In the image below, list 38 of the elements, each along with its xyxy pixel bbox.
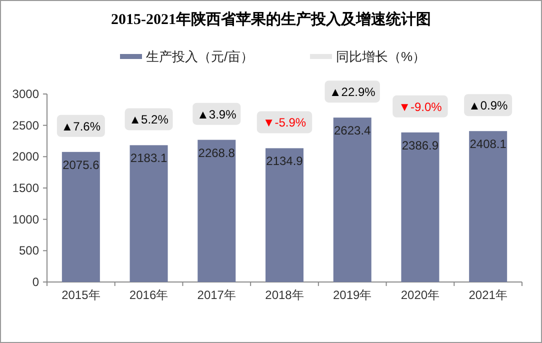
x-tick-label: 2021年 — [468, 288, 508, 302]
x-tick-label: 2018年 — [265, 288, 304, 302]
y-tick-label: 500 — [18, 244, 40, 258]
bar — [401, 132, 440, 282]
bar — [469, 131, 508, 282]
bar — [266, 148, 304, 282]
annotation: ▼-5.9% — [262, 116, 306, 130]
x-tick-label: 2019年 — [333, 288, 372, 302]
data-label: 2623.4 — [334, 124, 372, 138]
bar — [333, 118, 372, 282]
y-tick-label: 0 — [32, 275, 40, 289]
data-label: 2134.9 — [266, 154, 304, 168]
x-tick-label: 2016年 — [129, 288, 168, 302]
legend-label: 同比增长（%） — [336, 49, 426, 64]
bar — [62, 152, 100, 282]
annotation: ▲22.9% — [329, 85, 376, 100]
legend-label: 生产投入（元/亩） — [146, 49, 254, 64]
chart-title: 2015-2021年陕西省苹果的生产投入及增速统计图 — [111, 11, 431, 28]
annotation: ▲5.2% — [129, 112, 169, 127]
y-tick-label: 1500 — [12, 181, 40, 195]
data-label: 2268.8 — [198, 146, 236, 160]
data-label: 2408.1 — [470, 137, 507, 152]
y-tick-label: 2500 — [12, 118, 40, 132]
annotation: ▼-9.0% — [398, 100, 442, 114]
data-label: 2075.6 — [62, 158, 100, 172]
y-tick-label: 2000 — [12, 150, 40, 164]
annotation: ▲0.9% — [468, 98, 508, 113]
x-tick-label: 2015年 — [62, 288, 100, 302]
annotation: ▲3.9% — [197, 107, 237, 122]
annotation: ▲7.6% — [61, 119, 101, 134]
bar — [130, 145, 168, 282]
y-tick-label: 3000 — [12, 87, 40, 101]
bar — [198, 140, 236, 282]
x-tick-label: 2020年 — [400, 288, 440, 302]
y-tick-label: 1000 — [12, 212, 40, 226]
data-label: 2386.9 — [402, 138, 439, 152]
x-tick-label: 2017年 — [197, 288, 236, 302]
data-label: 2183.1 — [130, 151, 168, 166]
